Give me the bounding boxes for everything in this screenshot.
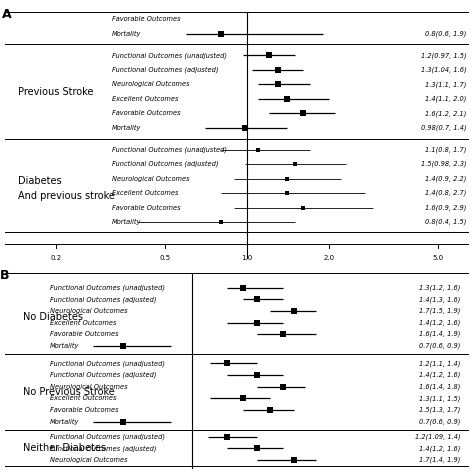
Text: B: B <box>0 269 10 282</box>
Text: Neither Diabetes: Neither Diabetes <box>23 443 106 453</box>
Text: Functional Outcomes (adjusted): Functional Outcomes (adjusted) <box>50 372 156 378</box>
Text: Diabetes: Diabetes <box>18 176 62 186</box>
Text: Functional Outcomes (adjusted): Functional Outcomes (adjusted) <box>112 67 218 73</box>
Text: 1.4(0.9, 2.2): 1.4(0.9, 2.2) <box>425 175 466 182</box>
Text: Favorable Outcomes: Favorable Outcomes <box>50 407 118 413</box>
Text: Excellent Outcomes: Excellent Outcomes <box>50 319 117 326</box>
Text: Mortality: Mortality <box>112 125 141 131</box>
Text: No Previous Stroke: No Previous Stroke <box>23 387 114 398</box>
Text: Functional Outcomes (unadjusted): Functional Outcomes (unadjusted) <box>50 360 165 367</box>
Text: 0.7(0.6, 0.9): 0.7(0.6, 0.9) <box>419 343 460 349</box>
Text: Mortality: Mortality <box>112 31 141 37</box>
Text: Neurological Outcomes: Neurological Outcomes <box>50 308 128 314</box>
Text: Mortality: Mortality <box>50 343 79 349</box>
Text: 1.4(1.1, 2.0): 1.4(1.1, 2.0) <box>425 96 466 102</box>
Text: Functional Outcomes (unadjusted): Functional Outcomes (unadjusted) <box>112 146 227 153</box>
Text: Favorable Outcomes: Favorable Outcomes <box>112 204 180 210</box>
Text: 1.4(0.8, 2.7): 1.4(0.8, 2.7) <box>425 190 466 196</box>
Text: 1.6(0.9, 2.9): 1.6(0.9, 2.9) <box>425 204 466 211</box>
Text: 0.7(0.6, 0.9): 0.7(0.6, 0.9) <box>419 419 460 425</box>
Text: Mortality: Mortality <box>112 219 141 225</box>
Text: 1.1(0.8, 1.7): 1.1(0.8, 1.7) <box>425 146 466 153</box>
Text: 1.4(1.3, 1.6): 1.4(1.3, 1.6) <box>419 296 460 302</box>
Text: Neurological Outcomes: Neurological Outcomes <box>112 82 189 88</box>
Text: Functional Outcomes (adjusted): Functional Outcomes (adjusted) <box>112 161 218 167</box>
Text: 1.6(1.4, 1.8): 1.6(1.4, 1.8) <box>419 383 460 390</box>
Text: 0.8(0.6, 1.9): 0.8(0.6, 1.9) <box>425 30 466 37</box>
Text: Excellent Outcomes: Excellent Outcomes <box>112 96 178 102</box>
Text: Functional Outcomes (unadjusted): Functional Outcomes (unadjusted) <box>50 433 165 440</box>
Text: 1.3(1.2, 1.6): 1.3(1.2, 1.6) <box>419 284 460 291</box>
Text: 0.8(0.4, 1.5): 0.8(0.4, 1.5) <box>425 219 466 225</box>
Text: And previous stroke: And previous stroke <box>18 191 115 201</box>
Text: 1.0: 1.0 <box>241 255 253 261</box>
Text: Excellent Outcomes: Excellent Outcomes <box>50 395 117 401</box>
Text: Favorable Outcomes: Favorable Outcomes <box>50 331 118 337</box>
Text: Functional Outcomes (adjusted): Functional Outcomes (adjusted) <box>50 445 156 452</box>
Text: 1.4(1.2, 1.6): 1.4(1.2, 1.6) <box>419 319 460 326</box>
Text: Functional Outcomes (adjusted): Functional Outcomes (adjusted) <box>50 296 156 302</box>
Text: No Diabetes: No Diabetes <box>23 312 82 322</box>
Text: Functional Outcomes (unadjusted): Functional Outcomes (unadjusted) <box>112 52 227 59</box>
Text: 1.4(1.2, 1.6): 1.4(1.2, 1.6) <box>419 445 460 452</box>
Text: 1.7(1.5, 1.9): 1.7(1.5, 1.9) <box>419 308 460 314</box>
Text: 1.6(1.4, 1.9): 1.6(1.4, 1.9) <box>419 331 460 337</box>
Text: Excellent Outcomes: Excellent Outcomes <box>112 190 178 196</box>
Text: 1.4(1.2, 1.6): 1.4(1.2, 1.6) <box>419 372 460 378</box>
Text: 1.6(1.2, 2.1): 1.6(1.2, 2.1) <box>425 110 466 117</box>
Text: A: A <box>2 8 12 21</box>
Text: 1.5(1.3, 1.7): 1.5(1.3, 1.7) <box>419 407 460 413</box>
Text: 1.5(0.98, 2.3): 1.5(0.98, 2.3) <box>421 161 466 167</box>
Text: Favorable Outcomes: Favorable Outcomes <box>112 110 180 116</box>
Text: 0.98(0.7, 1.4): 0.98(0.7, 1.4) <box>421 125 466 131</box>
Text: 0.5: 0.5 <box>159 255 170 261</box>
Text: 2.0: 2.0 <box>324 255 335 261</box>
Text: Neurological Outcomes: Neurological Outcomes <box>50 383 128 390</box>
Text: Neurological Outcomes: Neurological Outcomes <box>50 457 128 463</box>
Text: 5.0: 5.0 <box>433 255 444 261</box>
Text: 1.3(1.1, 1.7): 1.3(1.1, 1.7) <box>425 81 466 88</box>
Text: Functional Outcomes (unadjusted): Functional Outcomes (unadjusted) <box>50 284 165 291</box>
Text: Mortality: Mortality <box>50 419 79 425</box>
Text: 1.2(1.1, 1.4): 1.2(1.1, 1.4) <box>419 360 460 366</box>
Text: 1.2(1.09, 1.4): 1.2(1.09, 1.4) <box>415 434 460 440</box>
Text: Favorable Outcomes: Favorable Outcomes <box>112 16 180 22</box>
Text: 1.3(1.1, 1.5): 1.3(1.1, 1.5) <box>419 395 460 401</box>
Text: Neurological Outcomes: Neurological Outcomes <box>112 175 189 182</box>
Text: 1.7(1.4, 1.9): 1.7(1.4, 1.9) <box>419 457 460 463</box>
Text: Previous Stroke: Previous Stroke <box>18 87 94 97</box>
Text: 0.2: 0.2 <box>50 255 62 261</box>
Text: 1.3(1.04, 1.6): 1.3(1.04, 1.6) <box>421 67 466 73</box>
Text: 1.2(0.97, 1.5): 1.2(0.97, 1.5) <box>421 52 466 59</box>
